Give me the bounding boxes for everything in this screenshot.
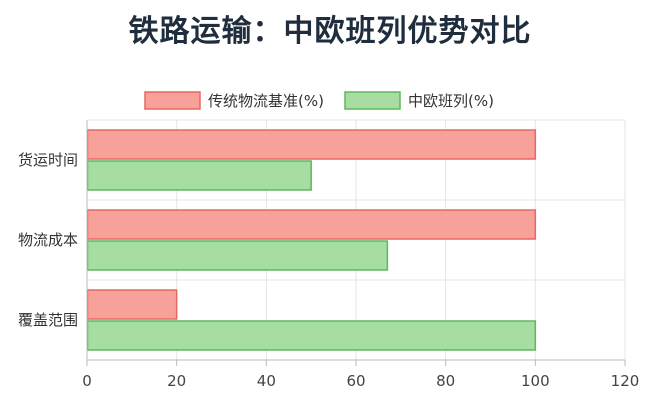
chart-title: 铁路运输：中欧班列优势对比 [128,14,532,49]
legend-label: 传统物流基准(%) [208,92,324,110]
bar-traditional [86,289,178,320]
x-tick-label: 40 [257,372,276,390]
bar-china-europe [86,160,312,191]
legend-label: 中欧班列(%) [408,92,494,110]
x-tick-label: 0 [82,372,92,390]
category-label: 覆盖范围 [18,311,78,329]
legend: 传统物流基准(%) 中欧班列(%) [144,91,494,110]
x-tick-label: 80 [436,372,455,390]
grid-lines [86,119,626,360]
category-label: 货运时间 [18,151,78,169]
x-tick-label: 20 [167,372,186,390]
legend-swatch [344,91,401,110]
x-tick-label: 60 [346,372,365,390]
bar-traditional [86,209,537,240]
x-tick-label: 100 [521,372,550,390]
bar-china-europe [86,320,537,351]
x-tick-label: 120 [611,372,640,390]
bar-china-europe [86,240,389,271]
bars [86,129,537,351]
legend-swatch [144,91,201,110]
category-label: 物流成本 [18,231,78,249]
bar-traditional [86,129,537,160]
